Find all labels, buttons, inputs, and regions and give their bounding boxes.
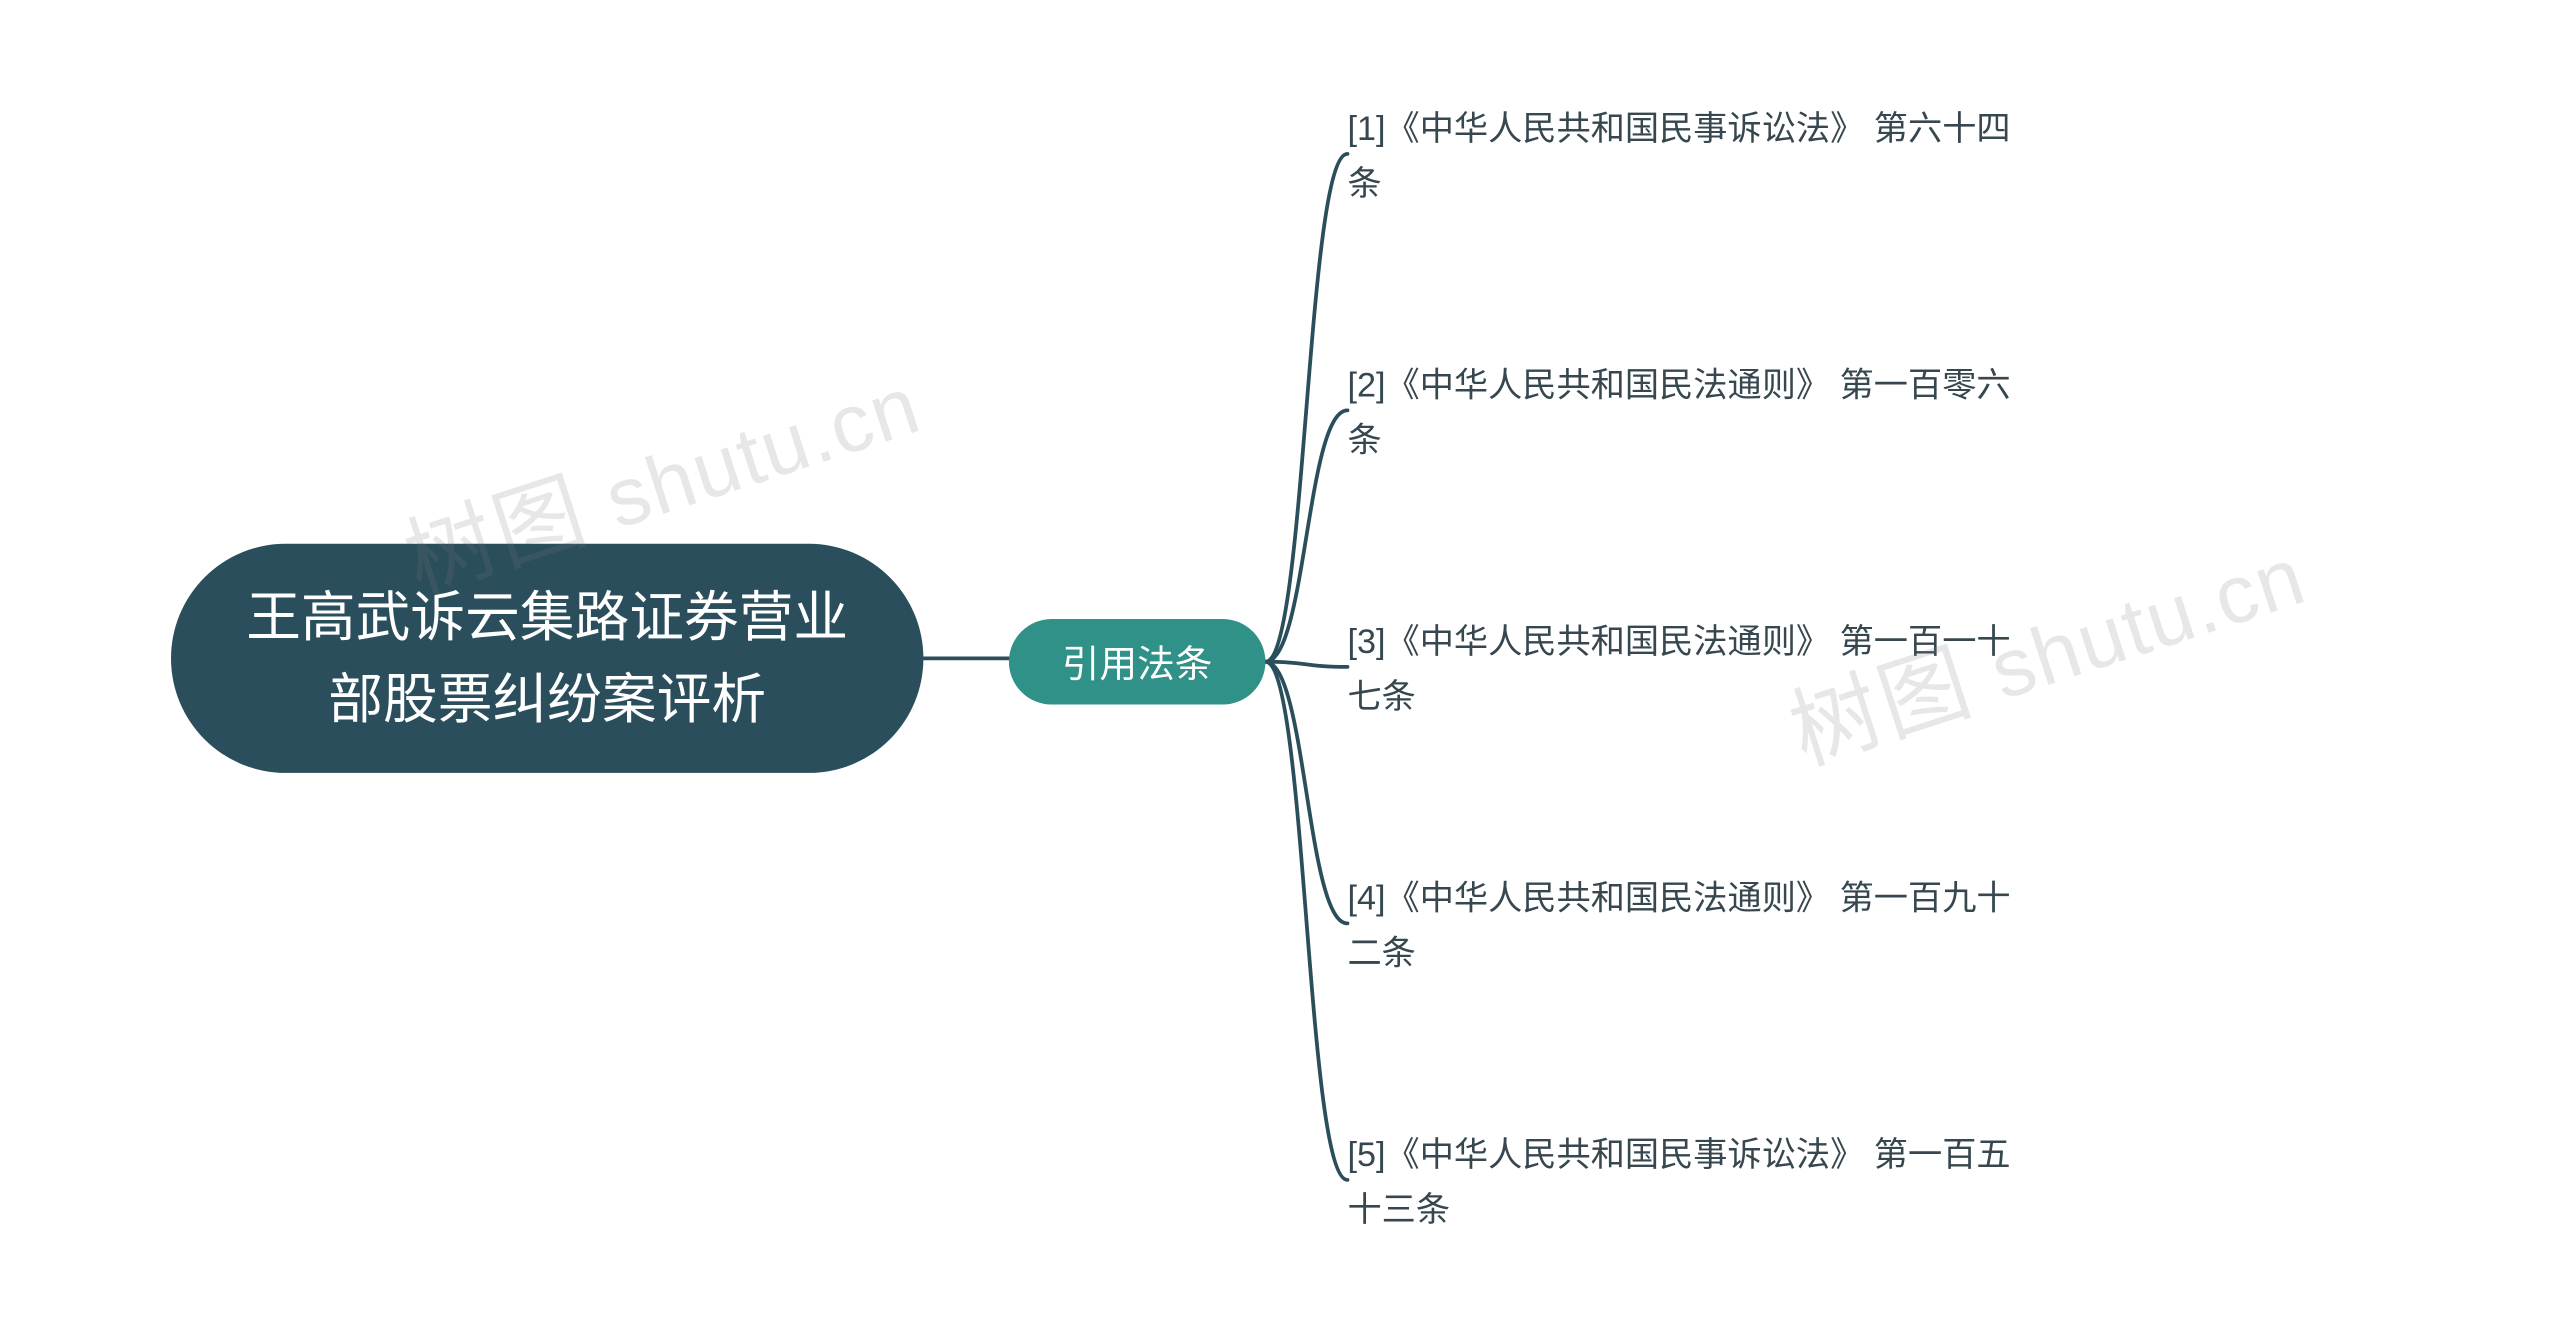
leaf-node-label: [3]《中华人民共和国民法通则》 第一百一十 七条 (1347, 624, 2010, 716)
leaf-node-label: [1]《中华人民共和国民事诉讼法》 第六十四 条 (1347, 111, 2010, 203)
mindmap-leaf-node[interactable]: [2]《中华人民共和国民法通则》 第一百零六 条 (1347, 359, 2082, 468)
mindmap-branch-node[interactable]: 引用法条 (1009, 619, 1266, 705)
branch-node-label: 引用法条 (1062, 634, 1213, 689)
watermark-en: shutu.cn (572, 360, 931, 554)
mindmap-leaf-node[interactable]: [3]《中华人民共和国民法通则》 第一百一十 七条 (1347, 616, 2082, 725)
root-node-label: 王高武诉云集路证券营业 部股票纠纷案评析 (246, 576, 848, 740)
mindmap-leaf-node[interactable]: [5]《中华人民共和国民事诉讼法》 第一百五 十三条 (1347, 1129, 2082, 1238)
leaf-node-label: [2]《中华人民共和国民法通则》 第一百零六 条 (1347, 368, 2010, 460)
leaf-node-label: [4]《中华人民共和国民法通则》 第一百九十 二条 (1347, 881, 2010, 973)
mindmap-leaf-node[interactable]: [4]《中华人民共和国民法通则》 第一百九十 二条 (1347, 872, 2082, 981)
mindmap-root-node[interactable]: 王高武诉云集路证券营业 部股票纠纷案评析 (171, 544, 923, 773)
mindmap-leaf-node[interactable]: [1]《中华人民共和国民事诉讼法》 第六十四 条 (1347, 103, 2082, 212)
leaf-node-label: [5]《中华人民共和国民事诉讼法》 第一百五 十三条 (1347, 1137, 2010, 1229)
